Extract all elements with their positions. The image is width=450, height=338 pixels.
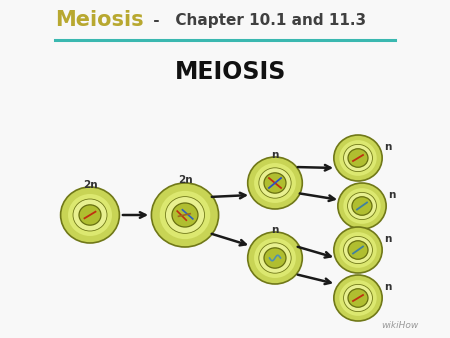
Text: 2n: 2n (83, 180, 97, 190)
Ellipse shape (352, 197, 372, 215)
Ellipse shape (339, 232, 377, 268)
Ellipse shape (334, 275, 382, 321)
Ellipse shape (160, 191, 210, 239)
Ellipse shape (338, 183, 386, 229)
Ellipse shape (347, 192, 377, 220)
Ellipse shape (151, 183, 219, 247)
Ellipse shape (348, 289, 368, 307)
Ellipse shape (248, 232, 302, 284)
Ellipse shape (348, 149, 368, 167)
Ellipse shape (264, 173, 286, 193)
Ellipse shape (254, 163, 296, 203)
Ellipse shape (259, 243, 291, 273)
Ellipse shape (334, 135, 382, 181)
Ellipse shape (339, 280, 377, 316)
Ellipse shape (172, 203, 198, 227)
Ellipse shape (343, 144, 373, 172)
Text: -   Chapter 10.1 and 11.3: - Chapter 10.1 and 11.3 (148, 13, 366, 27)
Text: Meiosis: Meiosis (55, 10, 144, 30)
Text: n: n (384, 282, 392, 291)
Ellipse shape (343, 188, 381, 224)
Ellipse shape (73, 199, 107, 231)
Text: n: n (271, 225, 279, 235)
Text: n: n (384, 142, 392, 151)
Ellipse shape (343, 284, 373, 312)
Ellipse shape (339, 140, 377, 176)
Ellipse shape (254, 238, 296, 278)
Text: n: n (388, 190, 396, 199)
Text: 2n: 2n (178, 175, 192, 186)
Ellipse shape (68, 194, 112, 236)
Ellipse shape (61, 187, 119, 243)
Ellipse shape (343, 236, 373, 264)
Text: MEIOSIS: MEIOSIS (175, 60, 286, 84)
Text: n: n (271, 150, 279, 160)
Ellipse shape (166, 197, 205, 234)
Ellipse shape (259, 168, 291, 198)
Ellipse shape (348, 241, 368, 259)
Text: wikiHow: wikiHow (382, 321, 418, 331)
Ellipse shape (264, 248, 286, 268)
Ellipse shape (79, 205, 101, 225)
Ellipse shape (334, 227, 382, 273)
Ellipse shape (248, 157, 302, 209)
Text: n: n (384, 234, 392, 243)
